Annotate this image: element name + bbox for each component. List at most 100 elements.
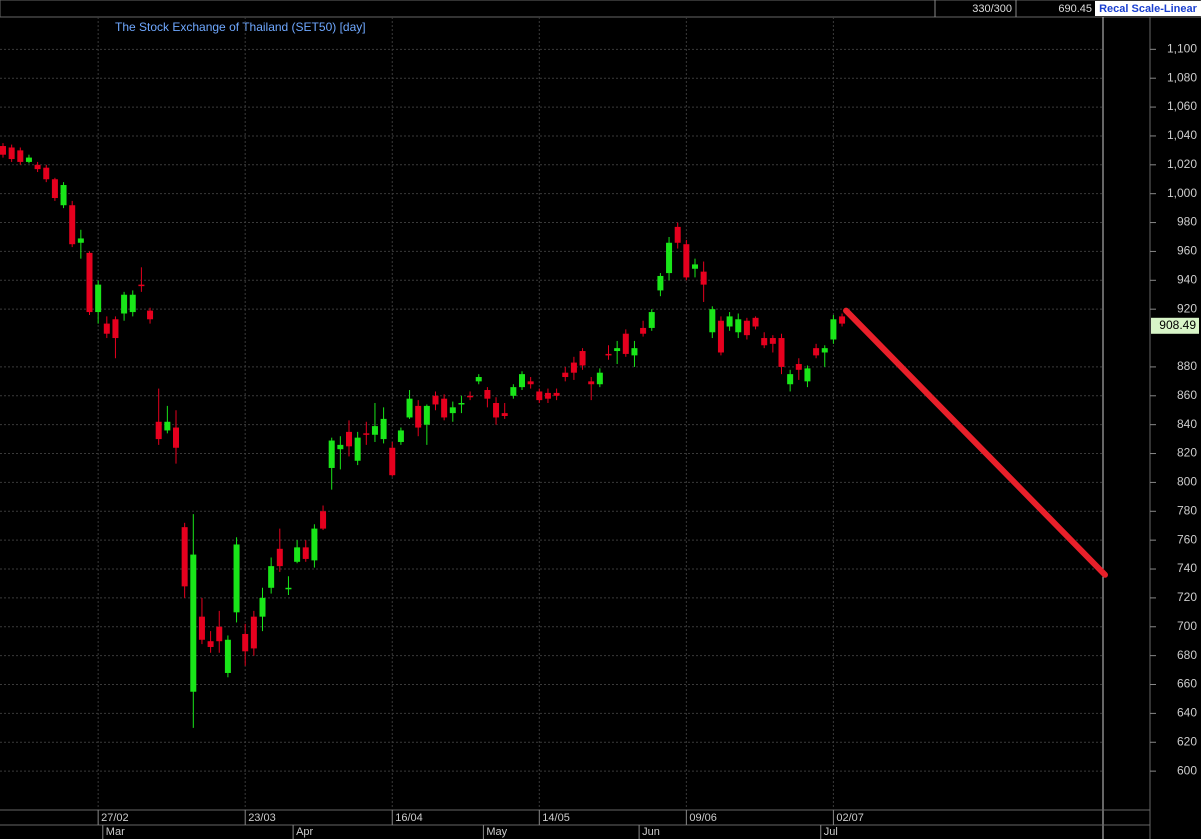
candle-body xyxy=(769,338,776,344)
y-tick-label: 1,100 xyxy=(1167,41,1197,55)
candle-body xyxy=(787,374,794,385)
candle-body xyxy=(69,205,76,245)
candle-body xyxy=(173,427,179,448)
scale-button[interactable] xyxy=(1095,1,1201,16)
candle-body xyxy=(406,398,413,418)
month-label: Apr xyxy=(296,826,313,838)
candle-body xyxy=(778,338,785,367)
candle-body xyxy=(484,390,491,399)
candle-body xyxy=(804,368,811,382)
candle-body xyxy=(726,316,733,327)
candle-body xyxy=(0,146,6,155)
candle-body xyxy=(129,294,136,313)
top-bar xyxy=(0,0,1201,18)
y-tick-label: 920 xyxy=(1177,301,1197,315)
month-label: Jun xyxy=(642,826,660,838)
y-tick-label: 940 xyxy=(1177,272,1197,286)
candle-body xyxy=(25,157,32,162)
candle-body xyxy=(743,320,750,336)
candle-body xyxy=(34,164,41,170)
candle-body xyxy=(821,348,828,353)
scale-button-label[interactable]: Recal Scale-Linear xyxy=(1099,3,1198,15)
y-tick-label: 740 xyxy=(1177,561,1197,575)
candle-body xyxy=(294,547,301,562)
candle-body xyxy=(467,395,474,398)
candle-body xyxy=(103,323,110,334)
candle-body xyxy=(121,294,128,314)
trendline xyxy=(843,307,1108,578)
chart-title: The Stock Exchange of Thailand (SET50) [… xyxy=(115,20,366,34)
candle-body xyxy=(631,348,638,356)
candle-body xyxy=(415,405,422,428)
y-tick-label: 1,020 xyxy=(1167,157,1197,171)
x-tick-label: 16/04 xyxy=(395,812,423,824)
candle-body xyxy=(51,179,58,199)
y-tick-label: 800 xyxy=(1177,475,1197,489)
candle-body xyxy=(640,327,647,334)
candle-body xyxy=(562,372,569,378)
candle-body xyxy=(510,387,517,396)
candle-body xyxy=(268,566,275,588)
candle-body xyxy=(320,511,327,529)
candle-body xyxy=(527,381,534,385)
candle-body xyxy=(735,319,742,333)
last-price-box xyxy=(1151,317,1199,334)
candle-body xyxy=(190,554,197,692)
candle-body xyxy=(155,421,162,440)
candle-body xyxy=(605,353,612,356)
candle-body xyxy=(216,626,223,642)
x-tick-label: 27/02 xyxy=(101,812,129,824)
candle-body xyxy=(553,392,560,396)
candle-body xyxy=(112,319,119,339)
y-tick-label: 840 xyxy=(1177,417,1197,431)
candle-body xyxy=(795,364,802,370)
counter: 330/300 xyxy=(972,3,1012,15)
candle-body xyxy=(198,616,205,640)
y-tick-label: 720 xyxy=(1177,590,1197,604)
month-label: Mar xyxy=(106,826,125,838)
month-label: Jul xyxy=(824,826,838,838)
candle-body xyxy=(233,544,240,613)
candle-body xyxy=(389,447,396,476)
y-tick-label: 1,040 xyxy=(1167,128,1197,142)
candle-body xyxy=(614,348,621,352)
candle-body xyxy=(813,348,820,356)
candle-body xyxy=(839,316,846,324)
candle-body xyxy=(86,252,93,313)
candle-body xyxy=(588,381,595,385)
candle-body xyxy=(657,275,664,291)
candle-body xyxy=(207,641,214,647)
x-tick-label: 14/05 xyxy=(542,812,570,824)
x-tick-label: 02/07 xyxy=(836,812,864,824)
candle-body xyxy=(493,403,500,418)
y-tick-label: 640 xyxy=(1177,706,1197,720)
candle-body xyxy=(441,398,448,418)
y-tick-label: 960 xyxy=(1177,244,1197,258)
candle-body xyxy=(250,616,257,649)
last-price-label: 908.49 xyxy=(1159,318,1196,332)
y-tick-label: 820 xyxy=(1177,446,1197,460)
candle-body xyxy=(674,226,681,243)
candle-body xyxy=(147,310,154,320)
candle-body xyxy=(259,597,266,617)
candle-body xyxy=(363,433,370,435)
candle-body xyxy=(830,319,837,340)
y-tick-label: 1,080 xyxy=(1167,70,1197,84)
candle-body xyxy=(8,147,15,160)
candle-body xyxy=(285,587,292,590)
candle-body xyxy=(700,271,707,285)
candle-body xyxy=(501,413,508,416)
candle-body xyxy=(371,426,378,435)
candle-body xyxy=(648,312,655,328)
y-tick-label: 620 xyxy=(1177,734,1197,748)
candle-body xyxy=(346,431,352,447)
candle-body xyxy=(570,362,577,373)
candle-body xyxy=(43,167,50,180)
candle-body xyxy=(276,548,283,567)
candle-body xyxy=(475,377,482,382)
candle-body xyxy=(380,418,387,440)
y-tick-label: 980 xyxy=(1177,215,1197,229)
candle-body xyxy=(354,437,361,461)
